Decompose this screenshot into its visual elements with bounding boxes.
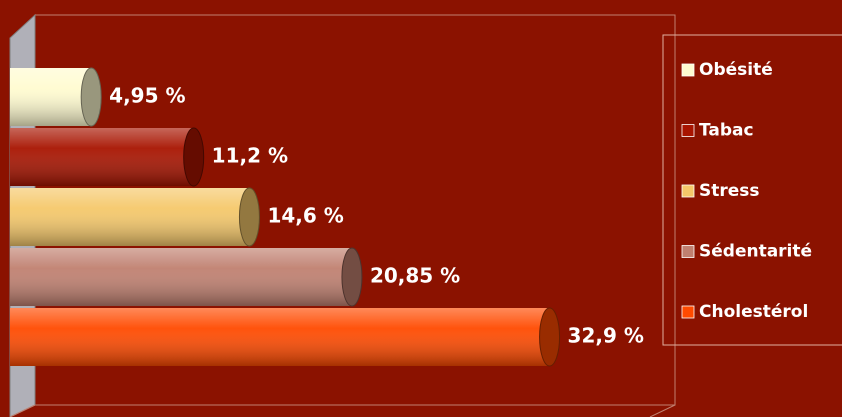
legend-label: Obésité (699, 60, 773, 80)
bar-cap (183, 127, 205, 187)
legend-label: Stress (699, 181, 760, 201)
bar-shade (10, 248, 352, 306)
legend-swatch (681, 305, 695, 319)
floor-edge (9, 404, 36, 417)
bar-cap (341, 247, 363, 307)
legend-swatch (681, 245, 695, 258)
value-label: 32,9 % (568, 324, 644, 348)
value-label: 20,85 % (370, 264, 460, 288)
value-label: 4,95 % (109, 84, 185, 108)
legend-box (662, 34, 842, 346)
bar-cap (80, 67, 102, 127)
bar-shade (10, 68, 92, 126)
legend-swatch (681, 63, 695, 77)
value-label: 14,6 % (267, 204, 343, 228)
bar-shade (10, 128, 194, 186)
legend-label: Tabac (699, 121, 754, 141)
bar-shade (10, 188, 250, 246)
value-label: 11,2 % (212, 144, 288, 168)
bar-shade (10, 308, 550, 366)
legend-swatch (681, 184, 695, 198)
legend-label: Cholestérol (699, 302, 808, 322)
legend-swatch (681, 124, 695, 137)
bar-cap (539, 307, 561, 367)
floor-edge (649, 404, 676, 417)
legend-label: Sédentarité (699, 242, 812, 262)
bar-cap (238, 187, 260, 247)
